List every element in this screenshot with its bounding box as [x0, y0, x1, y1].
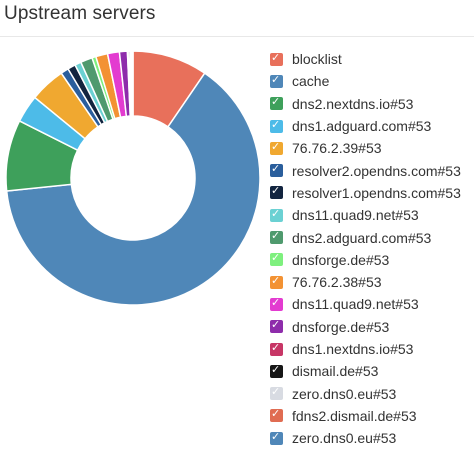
legend-item[interactable]: resolver1.opendns.com#53 [270, 182, 461, 204]
legend-label: zero.dns0.eu#53 [292, 385, 397, 402]
legend-label: 76.76.2.39#53 [292, 140, 382, 157]
legend-label: dns1.nextdns.io#53 [292, 341, 414, 357]
donut-slice-18[interactable] [131, 50, 134, 117]
legend-item[interactable]: resolver2.opendns.com#53 [270, 159, 461, 181]
legend-checkbox-icon[interactable] [270, 140, 283, 155]
legend-label: dnsforge.de#53 [292, 318, 390, 335]
legend-checkbox-icon[interactable] [270, 274, 283, 289]
legend-item[interactable]: dnsforge.de#53 [270, 249, 461, 271]
legend-checkbox-icon[interactable] [270, 363, 283, 378]
legend-label: fdns2.dismail.de#53 [292, 407, 417, 424]
upstream-donut-chart [5, 50, 261, 306]
card-title: Upstream servers [4, 3, 156, 24]
legend-checkbox-icon[interactable] [270, 385, 283, 401]
legend-label: dns11.quad9.net#53 [292, 296, 419, 313]
legend-label: zero.dns0.eu#53 [292, 430, 397, 447]
legend-item[interactable]: zero.dns0.eu#53 [270, 382, 461, 404]
legend-label: dns1.adguard.com#53 [292, 118, 432, 135]
legend-checkbox-icon[interactable] [270, 118, 283, 133]
legend-checkbox-icon[interactable] [270, 318, 283, 334]
legend-checkbox-icon[interactable] [270, 407, 283, 423]
legend-item[interactable]: blocklist [270, 48, 461, 70]
legend-checkbox-icon[interactable] [270, 184, 283, 200]
legend-label: resolver2.opendns.com#53 [292, 162, 461, 179]
legend-item[interactable]: dismail.de#53 [270, 360, 461, 382]
legend-checkbox-icon[interactable] [270, 229, 283, 245]
legend-checkbox-icon[interactable] [270, 51, 283, 66]
legend-label: 76.76.2.38#53 [292, 274, 382, 291]
legend-checkbox-icon[interactable] [270, 296, 283, 311]
legend-item[interactable]: 76.76.2.38#53 [270, 271, 461, 293]
legend-item[interactable]: dns1.adguard.com#53 [270, 115, 461, 137]
legend-item[interactable]: 76.76.2.39#53 [270, 137, 461, 159]
chart-legend: blocklist cache dns2.nextdns.io#53 dns1.adg… [270, 48, 461, 449]
title-divider [0, 36, 474, 37]
legend-label: cache [292, 73, 330, 90]
legend-item[interactable]: dns11.quad9.net#53 [270, 293, 461, 315]
legend-item[interactable]: fdns2.dismail.de#53 [270, 405, 461, 427]
legend-label: dismail.de#53 [292, 363, 379, 380]
legend-item[interactable]: dns2.nextdns.io#53 [270, 93, 461, 115]
legend-checkbox-icon[interactable] [270, 207, 283, 222]
legend-item[interactable]: dns11.quad9.net#53 [270, 204, 461, 226]
legend-label: dns2.adguard.com#53 [292, 229, 432, 246]
legend-label: resolver1.opendns.com#53 [292, 184, 461, 201]
legend-checkbox-icon[interactable] [270, 251, 283, 267]
legend-checkbox-icon[interactable] [270, 73, 283, 88]
legend-label: dns2.nextdns.io#53 [292, 95, 414, 112]
legend-item[interactable]: dns2.adguard.com#53 [270, 226, 461, 248]
legend-item[interactable]: zero.dns0.eu#53 [270, 427, 461, 449]
legend-item[interactable]: dnsforge.de#53 [270, 316, 461, 338]
legend-item[interactable]: dns1.nextdns.io#53 [270, 338, 461, 360]
legend-checkbox-icon[interactable] [270, 341, 283, 356]
legend-checkbox-icon[interactable] [270, 430, 283, 445]
donut-slice-2[interactable] [5, 72, 261, 306]
legend-label: dns11.quad9.net#53 [292, 207, 419, 224]
legend-label: dnsforge.de#53 [292, 251, 390, 268]
legend-checkbox-icon[interactable] [270, 162, 283, 178]
legend-checkbox-icon[interactable] [270, 95, 283, 111]
legend-item[interactable]: cache [270, 70, 461, 92]
legend-label: blocklist [292, 51, 342, 68]
